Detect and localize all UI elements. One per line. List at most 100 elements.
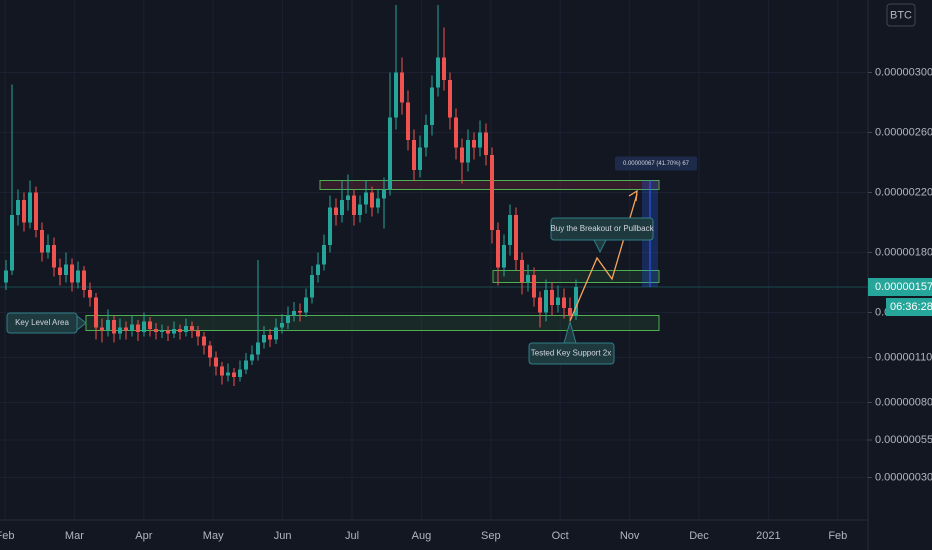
candle-body [208, 345, 212, 358]
last-price-box [868, 278, 932, 297]
x-tick-label: Nov [620, 530, 640, 542]
candle-body [58, 267, 62, 276]
candle-body [274, 327, 278, 340]
candle-body [526, 275, 530, 283]
candle-body [298, 311, 302, 313]
candle-body [334, 207, 338, 215]
candle-body [244, 360, 248, 370]
candle-body [340, 199, 344, 215]
candle-body [382, 189, 386, 199]
candle-body [262, 335, 266, 343]
candle-body [472, 139, 476, 148]
candle-body [520, 260, 524, 283]
x-tick-label: Feb [0, 530, 14, 542]
candle-body [388, 117, 392, 190]
candle-body [118, 327, 122, 334]
candle-body [376, 198, 380, 208]
candle-body [322, 244, 326, 265]
candle-body [496, 229, 500, 268]
candle-body [166, 330, 170, 334]
symbol-box[interactable] [886, 3, 916, 27]
y-tick-label: 0.00000220 [875, 186, 932, 198]
candle-body [214, 357, 218, 367]
candle-body [304, 297, 308, 313]
candle-body [364, 192, 368, 205]
candle-body [568, 308, 572, 316]
candle-body [238, 369, 242, 378]
x-tick-label: Apr [135, 530, 152, 542]
candle-body [352, 195, 356, 215]
x-tick-label: Oct [552, 530, 569, 542]
candle-body [514, 214, 518, 260]
candle-body [370, 192, 374, 208]
candle-body [172, 329, 176, 334]
candle-body [40, 229, 44, 253]
callout-text: Key Level Area [15, 318, 69, 327]
candle-body [460, 147, 464, 163]
candle-body [112, 320, 116, 334]
candle-body [556, 297, 560, 306]
candle-body [94, 297, 98, 328]
candle-body [550, 290, 554, 306]
candle-body [106, 320, 110, 331]
candle-body [562, 297, 566, 309]
x-tick-label: Mar [65, 530, 84, 542]
candle-body [160, 330, 164, 333]
candle-body [406, 102, 410, 140]
candle-body [268, 335, 272, 340]
candle-body [100, 327, 104, 331]
candle-body [82, 270, 86, 291]
countdown: 06:36:28 [890, 301, 932, 313]
candle-body [28, 192, 32, 223]
candle-body [124, 327, 128, 331]
candle-body [478, 132, 482, 148]
callout-text: Buy the Breakout or Pullback [550, 224, 654, 233]
y-tick-label: 0.00000110 [875, 351, 932, 363]
candle-body [442, 57, 446, 80]
candle-body [10, 214, 14, 271]
candle-body [34, 192, 38, 230]
candle-body [424, 124, 428, 148]
candle-body [544, 290, 548, 313]
zone [85, 315, 660, 332]
callout-box [6, 312, 78, 334]
candle-body [286, 315, 290, 324]
y-tick-label: 0.00000030 [875, 471, 932, 483]
candle-body [178, 329, 182, 333]
candle-body [22, 199, 26, 223]
candle-body [142, 321, 146, 333]
candle-body [502, 244, 506, 268]
candle-body [88, 290, 92, 298]
candle-body [280, 323, 284, 328]
candle-body [190, 326, 194, 331]
y-tick-label: 0.00000300 [875, 66, 932, 78]
measure-label-box [615, 156, 697, 171]
candle-body [358, 204, 362, 215]
candle-body [256, 342, 260, 355]
countdown-box [886, 298, 932, 317]
candle-body [412, 139, 416, 170]
candle-body [484, 132, 488, 155]
candle-body [184, 326, 188, 333]
candle-body [346, 195, 350, 200]
candle-body [532, 275, 536, 298]
candle-body [232, 372, 236, 378]
candle-body [490, 154, 494, 230]
x-tick-label: Jul [345, 530, 359, 542]
candle-body [316, 264, 320, 276]
candle-body [574, 287, 578, 316]
plot-area: 0.00000067 (41.70%) 67 Key Level Area Buy … [0, 0, 868, 520]
x-tick-label: Sep [481, 530, 501, 542]
candle-body [430, 87, 434, 125]
x-tick-label: Aug [412, 530, 432, 542]
candle-body [466, 139, 470, 163]
arrow-head [628, 189, 638, 202]
y-tick-label: 0.00000180 [875, 246, 932, 258]
candle-body [130, 324, 134, 331]
x-tick-label: Jun [274, 530, 292, 542]
symbol: BTC [890, 9, 912, 21]
callout-box [528, 342, 615, 365]
